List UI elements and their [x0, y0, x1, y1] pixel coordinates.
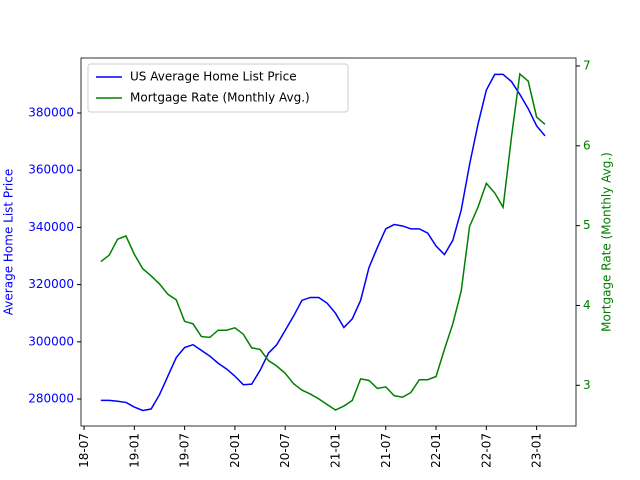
x-tick-label: 22-01 [429, 433, 443, 468]
x-tick-label: 19-07 [178, 433, 192, 468]
series-line [100, 72, 546, 411]
y-tick-label: 280000 [28, 392, 74, 406]
series-line [100, 73, 546, 412]
y-tick-label: 360000 [28, 163, 74, 177]
x-tick-label: 20-01 [228, 433, 242, 468]
x-tick-label: 23-01 [530, 433, 544, 468]
y2-tick-label: 7 [583, 58, 591, 72]
legend-box [87, 63, 349, 113]
y2-tick-label: 3 [583, 378, 591, 392]
x-tick-label: 20-07 [278, 433, 292, 468]
y-axis-label: Average Home List Price [2, 169, 16, 315]
y2-axis-label: Mortgage Rate (Monthly Avg.) [600, 152, 614, 332]
y-tick-label: 320000 [28, 277, 74, 291]
legend-label: Mortgage Rate (Monthly Avg.) [130, 91, 310, 105]
legend-label: US Average Home List Price [130, 70, 297, 84]
x-tick-label: 19-01 [127, 433, 141, 468]
x-tick-label: 18-07 [77, 433, 91, 468]
y2-tick-label: 6 [583, 138, 591, 152]
y-tick-label: 300000 [28, 334, 74, 348]
y-tick-label: 340000 [28, 220, 74, 234]
x-tick-label: 21-01 [328, 433, 342, 468]
x-tick-label: 21-07 [379, 433, 393, 468]
y2-tick-label: 4 [583, 298, 591, 312]
plot-frame [80, 57, 577, 427]
x-tick-label: 22-07 [479, 433, 493, 468]
y2-tick-label: 5 [583, 218, 591, 232]
y-tick-label: 380000 [28, 105, 74, 119]
